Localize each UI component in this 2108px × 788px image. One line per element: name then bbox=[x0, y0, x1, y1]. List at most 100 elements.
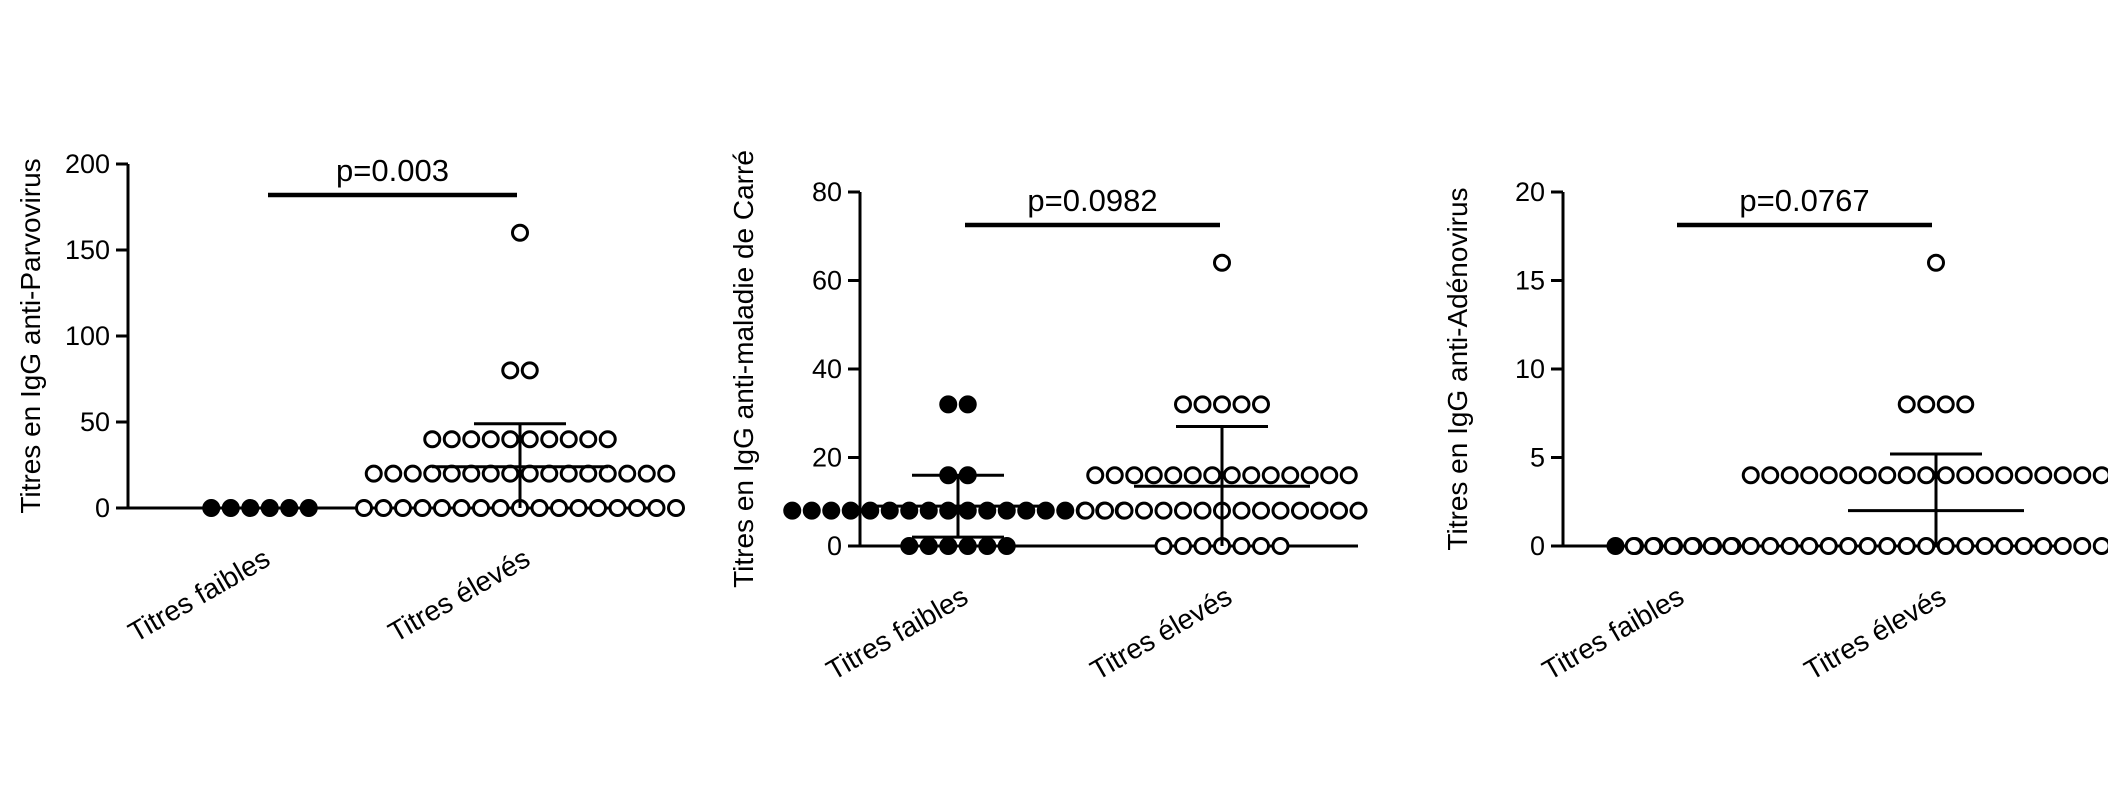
data-point-open bbox=[1819, 537, 1838, 555]
p-value-label: p=0.0982 bbox=[1027, 183, 1157, 218]
data-point-open bbox=[530, 499, 549, 517]
data-point-open bbox=[1271, 537, 1290, 555]
y-tick-label: 15 bbox=[1515, 266, 1545, 296]
data-point-open bbox=[1927, 253, 1945, 272]
data-point-open bbox=[1897, 537, 1916, 555]
data-point-open bbox=[413, 499, 432, 517]
category-label: Titres élevés bbox=[383, 542, 535, 648]
data-point-open bbox=[1105, 466, 1124, 485]
y-axis-label: Titres en IgG anti-maladie de Carré bbox=[728, 150, 759, 588]
data-point-open bbox=[520, 430, 539, 449]
data-point-filled bbox=[841, 501, 860, 520]
data-point-open bbox=[384, 464, 403, 483]
data-point-open bbox=[1174, 501, 1192, 520]
data-point-filled bbox=[783, 501, 802, 520]
data-point-open bbox=[1339, 466, 1358, 485]
data-point-open bbox=[1330, 501, 1348, 520]
data-point-open bbox=[1936, 466, 1955, 485]
data-point-open bbox=[1644, 537, 1663, 555]
data-point-open bbox=[1624, 537, 1643, 555]
data-point-open bbox=[501, 464, 520, 483]
data-point-open bbox=[1839, 466, 1858, 485]
data-point-open bbox=[1135, 501, 1153, 520]
y-tick-label: 40 bbox=[812, 354, 842, 384]
data-point-open bbox=[462, 430, 481, 449]
data-point-open bbox=[1232, 395, 1251, 414]
data-point-open bbox=[608, 499, 627, 517]
data-point-open bbox=[1956, 537, 1975, 555]
data-point-open bbox=[1761, 466, 1780, 485]
data-point-open bbox=[559, 430, 578, 449]
y-tick-label: 80 bbox=[812, 177, 842, 207]
y-tick-label: 20 bbox=[1515, 177, 1545, 207]
data-point-filled bbox=[1056, 501, 1075, 520]
data-point-filled bbox=[997, 537, 1016, 555]
y-tick-label: 50 bbox=[80, 407, 110, 437]
data-point-open bbox=[1349, 501, 1368, 520]
data-point-open bbox=[1213, 253, 1231, 272]
data-point-open bbox=[433, 499, 451, 517]
data-point-open bbox=[540, 464, 559, 483]
p-value-label: p=0.003 bbox=[336, 153, 449, 188]
data-point-open bbox=[491, 499, 510, 517]
data-point-filled bbox=[299, 499, 318, 517]
data-point-open bbox=[511, 223, 529, 242]
category-label: Titres élevés bbox=[1085, 580, 1237, 686]
data-point-open bbox=[1897, 395, 1916, 414]
data-point-filled bbox=[978, 537, 997, 555]
data-point-open bbox=[1858, 466, 1877, 485]
data-point-open bbox=[394, 499, 412, 517]
data-point-open bbox=[2092, 466, 2108, 485]
data-point-open bbox=[1154, 501, 1173, 520]
data-point-open bbox=[589, 499, 607, 517]
data-point-open bbox=[1761, 537, 1780, 555]
data-point-open bbox=[1819, 466, 1838, 485]
data-point-open bbox=[462, 464, 481, 483]
data-point-open bbox=[1252, 537, 1270, 555]
data-point-open bbox=[1115, 501, 1134, 520]
data-point-open bbox=[667, 499, 685, 517]
data-point-open bbox=[481, 430, 500, 449]
data-point-open bbox=[442, 464, 461, 483]
data-point-open bbox=[1164, 466, 1183, 485]
data-point-open bbox=[1222, 466, 1241, 485]
data-point-open bbox=[540, 430, 559, 449]
data-point-open bbox=[1917, 537, 1936, 555]
data-point-open bbox=[1096, 501, 1114, 520]
category-label: Titres élevés bbox=[1799, 580, 1951, 686]
data-point-open bbox=[1183, 466, 1202, 485]
data-point-filled bbox=[939, 537, 958, 555]
category-label: Titres faibles bbox=[1537, 580, 1689, 686]
data-point-open bbox=[647, 499, 666, 517]
data-point-open bbox=[520, 361, 539, 380]
data-point-open bbox=[1683, 537, 1702, 555]
data-point-open bbox=[355, 499, 373, 517]
data-point-open bbox=[1193, 501, 1212, 520]
y-axis-label: Titres en IgG anti-Parvovirus bbox=[15, 158, 46, 513]
data-point-filled bbox=[919, 537, 938, 555]
y-tick-label: 20 bbox=[812, 443, 842, 473]
data-point-open bbox=[1878, 537, 1897, 555]
data-point-open bbox=[1320, 466, 1339, 485]
data-point-open bbox=[403, 464, 422, 483]
data-point-open bbox=[1232, 537, 1251, 555]
data-point-open bbox=[1800, 466, 1819, 485]
data-point-open bbox=[1154, 537, 1173, 555]
data-point-filled bbox=[900, 537, 919, 555]
data-point-open bbox=[1780, 466, 1799, 485]
data-point-open bbox=[1858, 537, 1877, 555]
data-point-open bbox=[657, 464, 676, 483]
data-point-open bbox=[1995, 466, 2014, 485]
data-point-filled bbox=[280, 499, 299, 517]
data-point-open bbox=[2034, 466, 2053, 485]
data-point-open bbox=[2073, 537, 2092, 555]
data-point-filled bbox=[241, 499, 260, 517]
data-point-open bbox=[452, 499, 471, 517]
data-point-open bbox=[1193, 537, 1212, 555]
y-tick-label: 10 bbox=[1515, 354, 1545, 384]
y-tick-label: 0 bbox=[827, 531, 842, 561]
data-point-open bbox=[1271, 501, 1290, 520]
data-point-open bbox=[1086, 466, 1105, 485]
data-point-open bbox=[559, 464, 578, 483]
